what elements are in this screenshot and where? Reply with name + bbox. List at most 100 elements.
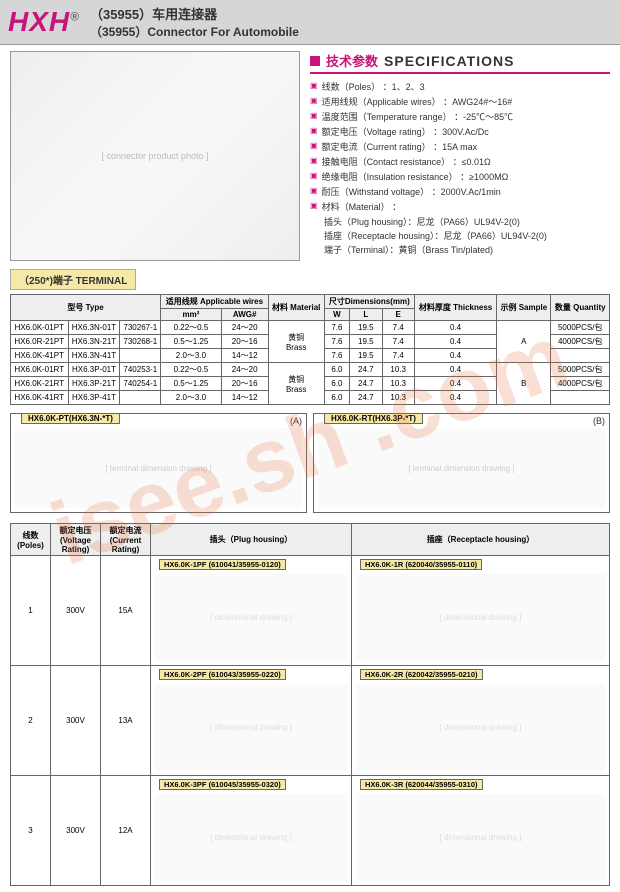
cell-w: 7.6 [324, 335, 349, 349]
recept-cell: HX6.0K-1R (620040/35955-0110)[ dimension… [351, 556, 609, 666]
part-label: HX6.0K-2PF (610043/35955-0220) [159, 669, 286, 680]
th-sample: 示例 Sample [497, 295, 551, 321]
spec-text: 耐压（Withstand voltage） ：2000V.Ac/1min [322, 185, 501, 198]
terminal-badge: （250*)端子 TERMINAL [10, 269, 136, 290]
bullet-icon: ▣ [310, 185, 318, 197]
cell-l: 19.5 [350, 321, 382, 335]
bullet-icon: ▣ [310, 170, 318, 182]
plug-cell: HX6.0K-1PF (610041/35955-0120)[ dimensio… [151, 556, 352, 666]
cell-mm: 0.22～0.5 [161, 321, 222, 335]
spec-text: 接触电阻（Contact resistance） ：≤0.01Ω [322, 155, 491, 168]
th-material: 材料 Material [268, 295, 324, 321]
cell-type2: HX6.3P-01T [68, 363, 120, 377]
spec-line: ▣绝缘电阻（Insulation resistance） ：≥1000MΩ [310, 170, 610, 183]
spec-text: 适用线规（Applicable wires） ：AWG24#～16# [322, 95, 513, 108]
dim-drawing-placeholder: [ terminal dimension drawing ] [15, 428, 302, 508]
cell-e: 10.3 [382, 377, 414, 391]
th-aw: 适用线规 Applicable wires [161, 295, 268, 309]
cell-type3: 740254-1 [120, 377, 161, 391]
bullet-icon: ▣ [310, 200, 318, 212]
cell-mm: 0.5～1.25 [161, 335, 222, 349]
cell-mm: 2.0～3.0 [161, 349, 222, 363]
cell-type1: HX6.0K-41PT [11, 349, 69, 363]
cell-type2: HX6.3P-41T [68, 391, 120, 405]
bullet-icon: ▣ [310, 140, 318, 152]
cell-mm: 2.0～3.0 [161, 391, 222, 405]
cell-e: 7.4 [382, 321, 414, 335]
cell-th: 0.4 [414, 363, 496, 377]
cell-th: 0.4 [414, 321, 496, 335]
spec-line: ▣ 额定电压（Voltage rating） ：300V.Ac/Dc [310, 125, 610, 138]
spec-line: ▣ 耐压（Withstand voltage） ：2000V.Ac/1min [310, 185, 610, 198]
spec-text: 线数（Poles） ：1、2、3 [322, 80, 425, 93]
housing-drawing-placeholder: [ dimensional drawing ] [356, 684, 605, 771]
cell-type3: 740253-1 [120, 363, 161, 377]
logo: HXH® [8, 6, 80, 38]
spec-text: 额定电压（Voltage rating） ：300V.Ac/Dc [322, 125, 489, 138]
cell-qty [551, 391, 610, 405]
cell-sample: B [497, 363, 551, 405]
recept-cell: HX6.0K-2R (620042/35955-0210)[ dimension… [351, 666, 609, 776]
cell-l: 24.7 [350, 391, 382, 405]
cell-awg: 20～16 [221, 335, 268, 349]
cell-th: 0.4 [414, 377, 496, 391]
th-awg: AWG# [221, 309, 268, 321]
cell-cr: 12A [101, 776, 151, 886]
bullet-icon: ▣ [310, 110, 318, 122]
specs-title: 技术参数 SPECIFICATIONS [310, 51, 610, 74]
dim-drawing-placeholder: [ terminal dimension drawing ] [318, 428, 605, 508]
cell-l: 19.5 [350, 335, 382, 349]
part-label: HX6.0K-3PF (610045/35955-0320) [159, 779, 286, 790]
cell-vr: 300V [51, 556, 101, 666]
cell-type2: HX6.3N-01T [68, 321, 120, 335]
dimension-drawing-box: HX6.0K-RT(HX6.3P-*T)(B)[ terminal dimens… [313, 413, 610, 513]
title-cn: （35955）车用连接器 [90, 4, 612, 23]
cell-poles: 1 [11, 556, 51, 666]
table-row: HX6.0K-01RTHX6.3P-01T740253-10.22～0.524～… [11, 363, 610, 377]
th-type: 型号 Type [11, 295, 161, 321]
cell-type1: HX6.0R-21PT [11, 335, 69, 349]
cell-type1: HX6.0K-21RT [11, 377, 69, 391]
product-photo: [ connector product photo ] [10, 51, 300, 261]
bullet-icon: ▣ [310, 155, 318, 167]
cell-type2: HX6.3N-21T [68, 335, 120, 349]
spec-text: 额定电流（Current rating） ：15A max [322, 140, 478, 153]
cell-e: 10.3 [382, 363, 414, 377]
cell-type1: HX6.0K-41RT [11, 391, 69, 405]
cell-poles: 3 [11, 776, 51, 886]
dim-label: HX6.0K-RT(HX6.3P-*T) [324, 413, 423, 424]
cell-cr: 15A [101, 556, 151, 666]
cell-th: 0.4 [414, 391, 496, 405]
table-row: 1300V15AHX6.0K-1PF (610041/35955-0120)[ … [11, 556, 610, 666]
terminal-table: 型号 Type 适用线规 Applicable wires 材料 Materia… [10, 294, 610, 405]
specs-panel: 技术参数 SPECIFICATIONS ▣线数（Poles） ：1、2、3▣适用… [310, 51, 610, 261]
cell-qty [551, 349, 610, 363]
cell-cr: 13A [101, 666, 151, 776]
th-qty: 数量 Quantity [551, 295, 610, 321]
cell-awg: 24～20 [221, 321, 268, 335]
th-plug: 插头（Plug housing） [151, 524, 352, 556]
cell-type2: HX6.3P-21T [68, 377, 120, 391]
cell-type1: HX6.0K-01PT [11, 321, 69, 335]
cell-w: 7.6 [324, 349, 349, 363]
th-vr: 额定电压 (Voltage Rating) [51, 524, 101, 556]
spec-line: ▣线数（Poles） ：1、2、3 [310, 80, 610, 93]
cell-w: 6.0 [324, 377, 349, 391]
cell-e: 10.3 [382, 391, 414, 405]
specs-title-en: SPECIFICATIONS [384, 53, 514, 69]
cell-w: 6.0 [324, 363, 349, 377]
cell-e: 7.4 [382, 335, 414, 349]
cell-type3 [120, 349, 161, 363]
specs-title-cn: 技术参数 [326, 51, 378, 70]
spec-line: ▣材料（Material） ： [310, 200, 610, 213]
cell-awg: 24～20 [221, 363, 268, 377]
cell-th: 0.4 [414, 349, 496, 363]
material-line: 插座（Receptacle housing）：尼龙（PA66）UL94V-2(0… [324, 229, 610, 242]
cell-type3 [120, 391, 161, 405]
cell-qty: 4000PCS/包 [551, 335, 610, 349]
cell-type3: 730267-1 [120, 321, 161, 335]
header-titles: （35955）车用连接器 （35955）Connector For Automo… [90, 4, 612, 40]
plug-cell: HX6.0K-3PF (610045/35955-0320)[ dimensio… [151, 776, 352, 886]
bullet-icon: ▣ [310, 125, 318, 137]
cell-mm: 0.5～1.25 [161, 377, 222, 391]
